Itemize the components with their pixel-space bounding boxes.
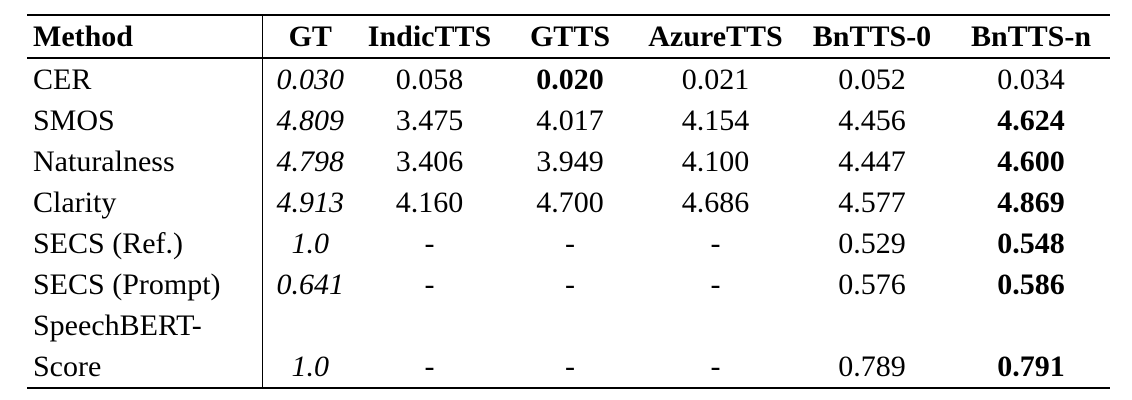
- method-cell: Naturalness: [27, 141, 263, 182]
- value-cell: 0.030: [276, 63, 345, 96]
- method-label: CER: [33, 63, 92, 96]
- value-cell: 1.0: [291, 350, 330, 383]
- method-cell: Clarity: [27, 182, 263, 223]
- value-cell: 4.869: [997, 186, 1065, 219]
- col-header-method: Method: [27, 15, 263, 59]
- value-cell: -: [424, 350, 435, 383]
- method-label: SMOS: [33, 104, 115, 137]
- value-cell: 4.154: [681, 104, 750, 137]
- method-cell: SMOS: [27, 100, 263, 141]
- col-header-gt: GT: [262, 15, 358, 59]
- table-row: Clarity 4.913 4.160 4.700 4.686 4.577 4.869: [27, 182, 1110, 223]
- method-label: SECS (Ref.): [33, 227, 183, 260]
- value-cell: 0.576: [838, 268, 906, 301]
- value-cell: 4.600: [997, 145, 1065, 178]
- value-cell: 3.475: [395, 104, 464, 137]
- value-cell: 0.548: [997, 227, 1065, 260]
- value-cell: 4.456: [838, 104, 906, 137]
- results-table-body: CER 0.030 0.058 0.020 0.021 0.052 0.034 SMOS 4.8…: [27, 58, 1110, 388]
- method-cell: SECS (Ref.): [27, 223, 263, 264]
- value-cell: 4.624: [997, 104, 1065, 137]
- value-cell: 4.017: [536, 104, 604, 137]
- col-header-bntts-n: BnTTS-n: [952, 15, 1110, 59]
- value-cell: 0.641: [276, 268, 345, 301]
- value-cell: 4.160: [395, 186, 464, 219]
- method-label: SECS (Prompt): [33, 268, 221, 301]
- method-label: Clarity: [33, 186, 117, 219]
- value-cell: 0.052: [838, 63, 906, 96]
- method-label: Naturalness: [33, 145, 175, 178]
- method-cell: SpeechBERT- Score: [27, 305, 263, 388]
- table-row: SECS (Ref.) 1.0 - - - 0.529 0.548: [27, 223, 1110, 264]
- value-cell: 3.949: [536, 145, 604, 178]
- table-row: SpeechBERT- Score 1.0 - - - 0.789 0.791: [27, 305, 1110, 388]
- value-cell: -: [565, 268, 575, 301]
- value-cell: 4.913: [276, 186, 345, 219]
- value-cell: -: [565, 350, 575, 383]
- table-row: CER 0.030 0.058 0.020 0.021 0.052 0.034: [27, 58, 1110, 100]
- table-row: SMOS 4.809 3.475 4.017 4.154 4.456 4.624: [27, 100, 1110, 141]
- method-cell: CER: [27, 58, 263, 100]
- value-cell: -: [424, 268, 435, 301]
- value-cell: 4.809: [276, 104, 345, 137]
- value-cell: 4.447: [838, 145, 906, 178]
- value-cell: -: [565, 227, 575, 260]
- value-cell: 0.789: [838, 350, 906, 383]
- table-row: SECS (Prompt) 0.641 - - - 0.576 0.586: [27, 264, 1110, 305]
- results-table: Method GT IndicTTS GTTS AzureTTS BnTTS-0…: [27, 14, 1110, 389]
- value-cell: -: [710, 350, 721, 383]
- value-cell: 0.586: [997, 268, 1065, 301]
- value-cell: -: [710, 227, 721, 260]
- col-header-gtts: GTTS: [501, 15, 639, 59]
- header-row: Method GT IndicTTS GTTS AzureTTS BnTTS-0…: [27, 15, 1110, 59]
- value-cell: -: [710, 268, 721, 301]
- value-cell: 0.034: [997, 63, 1065, 96]
- value-cell: 4.798: [276, 145, 345, 178]
- method-cell: SECS (Prompt): [27, 264, 263, 305]
- value-cell: 4.686: [681, 186, 750, 219]
- value-cell: 3.406: [395, 145, 464, 178]
- value-cell: 0.529: [838, 227, 906, 260]
- col-header-indictts: IndicTTS: [358, 15, 501, 59]
- value-cell: 0.021: [681, 63, 750, 96]
- col-header-azuretts: AzureTTS: [639, 15, 792, 59]
- value-cell: 0.020: [536, 63, 604, 96]
- value-cell: 0.791: [997, 350, 1065, 383]
- value-cell: 4.577: [838, 186, 906, 219]
- value-cell: 4.100: [681, 145, 750, 178]
- method-label: Score: [33, 350, 102, 383]
- value-cell: 1.0: [291, 227, 330, 260]
- value-cell: 0.058: [395, 63, 464, 96]
- table-row: Naturalness 4.798 3.406 3.949 4.100 4.447 4.60…: [27, 141, 1110, 182]
- value-cell: -: [424, 227, 435, 260]
- method-label: SpeechBERT-: [33, 309, 202, 342]
- col-header-bntts-0: BnTTS-0: [792, 15, 952, 59]
- value-cell: 4.700: [536, 186, 604, 219]
